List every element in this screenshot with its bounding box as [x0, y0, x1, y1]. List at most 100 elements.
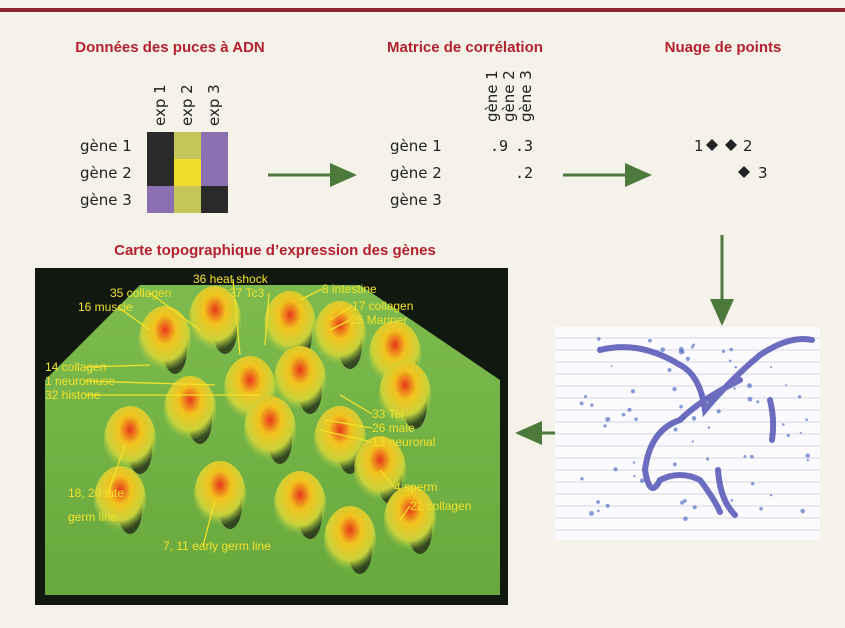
dot: [750, 481, 755, 486]
peak: [274, 346, 326, 414]
dot: [597, 346, 601, 350]
point: [706, 139, 718, 151]
map-label: 8 intestine: [322, 282, 377, 296]
pointer: [399, 505, 411, 521]
dot: [691, 416, 697, 421]
dot: [679, 404, 683, 409]
row-label: gène 1: [390, 137, 442, 155]
dot: [769, 493, 773, 497]
peak: [264, 291, 316, 359]
topographic-image: [35, 268, 508, 605]
column-label: gène 2: [500, 70, 518, 122]
dot: [610, 365, 613, 368]
dot: [634, 417, 638, 421]
dot: [590, 403, 594, 407]
pointer: [339, 394, 373, 415]
dot: [730, 498, 734, 502]
dot: [786, 433, 791, 437]
pointer: [329, 305, 353, 321]
dot: [672, 386, 677, 392]
cell: [174, 159, 201, 186]
pointer: [319, 429, 373, 443]
dot: [733, 387, 736, 390]
peak: [314, 406, 366, 474]
map-label: 4 sperm: [394, 480, 437, 494]
dot: [579, 401, 584, 406]
correlation-value: .2: [515, 164, 533, 182]
point: [725, 139, 737, 151]
cell: [201, 132, 228, 159]
dot: [672, 462, 677, 467]
dot: [806, 458, 810, 462]
dot: [743, 455, 747, 458]
dot: [613, 467, 618, 472]
dot: [769, 365, 773, 369]
pointer: [202, 499, 216, 547]
map-label: 32 histone: [45, 388, 101, 402]
row-label: gène 3: [390, 191, 442, 209]
point-label: 2: [743, 137, 753, 155]
heatmap: [147, 132, 228, 213]
cell: [147, 186, 174, 213]
peak: [164, 376, 216, 444]
map-label: 22 collagen: [410, 499, 471, 513]
cell: [147, 132, 174, 159]
dot: [605, 416, 611, 422]
arrows: [268, 163, 734, 445]
dot: [660, 347, 665, 352]
map-label: 14 collagen: [45, 360, 106, 374]
pointer: [379, 469, 395, 488]
pointer: [84, 380, 216, 386]
scatter-image: [555, 327, 820, 540]
dot: [630, 389, 636, 394]
map-label: 7, 11 early germ line: [163, 539, 271, 553]
dot: [680, 500, 685, 505]
point-label: 3: [758, 164, 768, 182]
dot: [632, 461, 636, 464]
dot: [805, 453, 810, 458]
peak: [94, 466, 146, 534]
peak: [244, 396, 296, 464]
row-label: gène 2: [390, 164, 442, 182]
cell: [174, 186, 201, 213]
dot: [580, 477, 584, 481]
top-rule: [0, 8, 845, 12]
map-label: 16 muscle: [78, 300, 133, 314]
dot: [683, 516, 688, 522]
dot: [639, 478, 645, 483]
dot: [734, 365, 737, 369]
dot: [682, 417, 686, 420]
pointer: [299, 288, 323, 301]
dot: [673, 427, 678, 432]
pointer: [264, 292, 270, 346]
correlation-value: .9: [490, 137, 508, 155]
dot: [605, 503, 610, 508]
dot: [621, 412, 626, 417]
pointer: [324, 419, 373, 429]
panel-title: Données des puces à ADN: [75, 39, 265, 56]
dot: [729, 347, 733, 352]
dot: [596, 509, 600, 513]
dot: [707, 426, 711, 429]
scatter-points: [706, 139, 750, 178]
peak: [384, 486, 436, 554]
pointer: [329, 319, 351, 331]
pointer: [117, 306, 151, 331]
map-label: 35 collagen: [110, 286, 171, 300]
dot: [690, 345, 694, 349]
map-label: 17 collagen: [352, 299, 413, 313]
peak: [324, 506, 376, 574]
peak: [194, 461, 246, 529]
dot: [678, 346, 684, 352]
column-label: exp 1: [151, 84, 169, 126]
dot: [798, 395, 802, 399]
dot: [747, 396, 753, 402]
dot: [596, 500, 600, 504]
peak: [139, 306, 191, 374]
map-label: 18, 20 late: [68, 486, 124, 500]
peak: [274, 471, 326, 539]
panel-title: Carte topographique d’expression des gèn…: [114, 242, 436, 259]
dot: [716, 409, 721, 414]
pointer: [107, 444, 126, 494]
dot: [633, 474, 636, 478]
